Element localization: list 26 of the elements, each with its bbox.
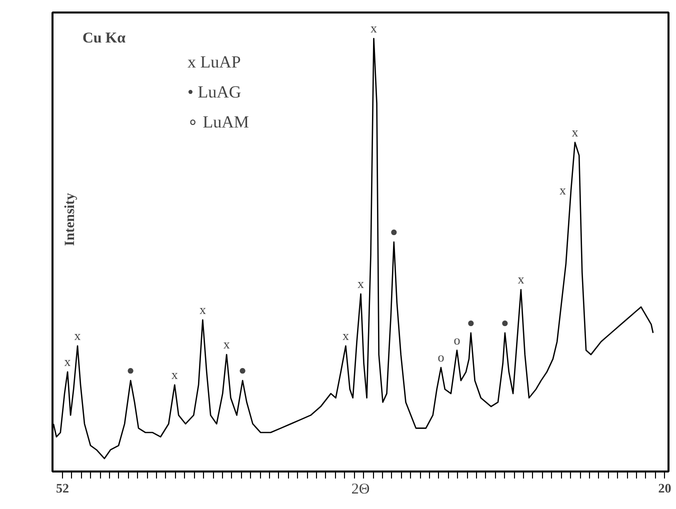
- annotation: ●: [501, 314, 509, 330]
- annotation: x: [74, 328, 82, 343]
- x-axis-title: 2Θ: [351, 482, 370, 498]
- annotation: ●: [390, 224, 398, 239]
- annotation: ●: [466, 314, 475, 330]
- annotation: o: [438, 350, 444, 365]
- annotation: Cu Kα: [82, 30, 126, 46]
- annotation: ●: [126, 362, 135, 378]
- annotation: x: [199, 302, 206, 317]
- annotation: ●: [238, 362, 247, 378]
- annotation: x: [560, 182, 567, 198]
- annotation: x: [223, 336, 230, 352]
- annotation: x: [370, 20, 378, 36]
- annotation: x: [518, 272, 525, 287]
- annotation: x: [572, 124, 579, 140]
- x-tick-label: 52: [56, 480, 69, 496]
- annotation: x: [358, 276, 365, 291]
- annotation: x: [64, 354, 72, 369]
- annotation: x LuAP: [188, 52, 241, 72]
- x-tick-label: 20: [658, 480, 672, 496]
- y-axis-title: Intensity: [63, 193, 78, 246]
- annotation: • LuAG: [188, 82, 242, 102]
- annotation: o: [454, 332, 460, 348]
- annotation: x: [171, 366, 178, 382]
- annotation: ∘ LuAM: [188, 112, 250, 132]
- annotation: x: [342, 328, 350, 343]
